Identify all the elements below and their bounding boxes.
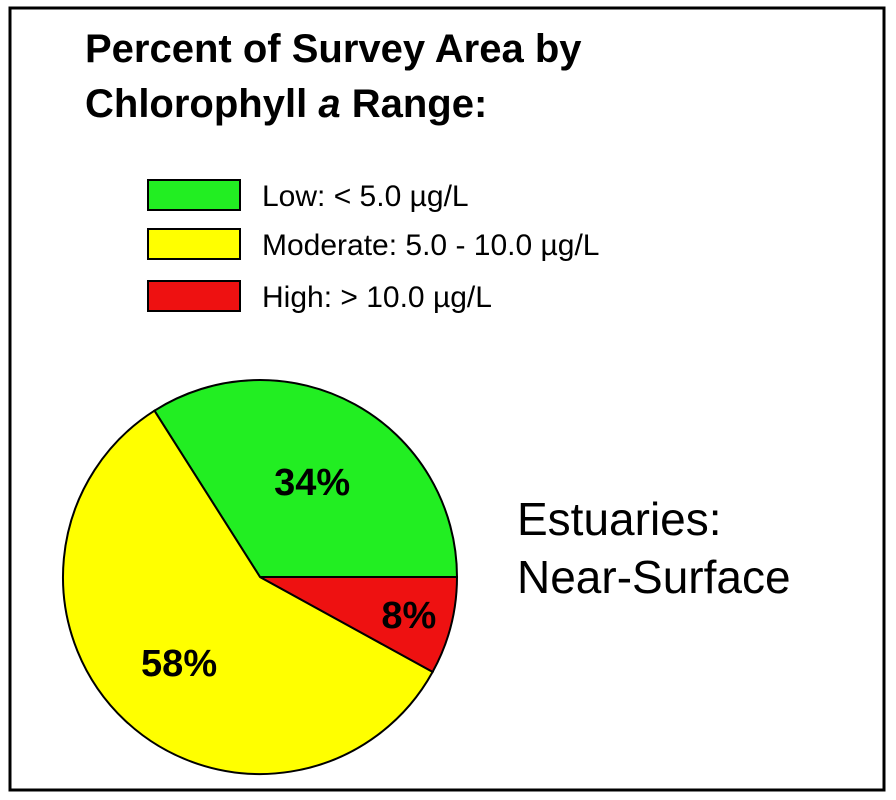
title-part: Chlorophyll <box>85 82 318 126</box>
legend-label: Moderate: 5.0 - 10.0 µg/L <box>262 229 600 262</box>
data-label: 34% <box>274 462 350 504</box>
data-label: 58% <box>141 643 217 685</box>
legend-swatch <box>147 228 241 260</box>
legend-label: Low: < 5.0 µg/L <box>262 180 469 213</box>
data-label: 8% <box>381 595 436 637</box>
legend-swatch <box>147 280 241 312</box>
legend-label: High: > 10.0 µg/L <box>262 281 492 314</box>
annotation: Estuaries: <box>517 493 722 545</box>
title-part: Range: <box>341 82 488 126</box>
title-part: a <box>318 82 340 126</box>
pie-slice <box>62 409 434 775</box>
annotation: Near-Surface <box>517 551 791 603</box>
pie-slice <box>153 379 459 578</box>
chart-title: Percent of Survey Area by <box>85 27 582 71</box>
chart-title: Chlorophyll a Range: <box>85 82 487 126</box>
pie-slice <box>259 576 459 674</box>
title-part: Percent of Survey Area by <box>85 27 582 71</box>
legend-swatch <box>147 179 241 211</box>
